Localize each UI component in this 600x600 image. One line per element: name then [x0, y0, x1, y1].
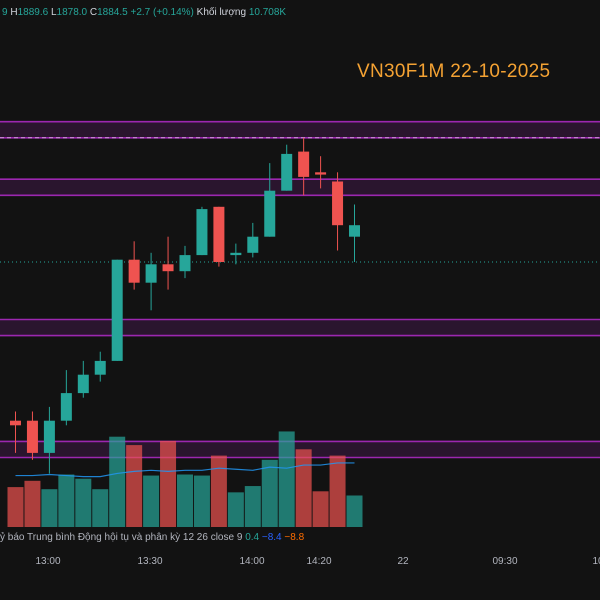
volume-bar — [261, 459, 278, 527]
candle-body — [179, 255, 191, 272]
candle-body — [10, 420, 21, 426]
candle-body — [77, 374, 89, 394]
macd-legend: ỷ báo Trung bình Động hội tụ và phân kỳ … — [0, 532, 304, 543]
macd-value-signal: −8.8 — [284, 532, 305, 543]
volume-ma-line — [15, 462, 355, 478]
volume-bar — [346, 495, 363, 527]
price-zone-fill — [0, 179, 600, 196]
candle-body — [281, 153, 293, 191]
ohlc-legend: 9 H1889.6 L1878.0 C1884.5 +2.7 (+0.14%) … — [2, 7, 286, 18]
volume-bar — [312, 491, 329, 527]
legend-c-label: C — [89, 7, 98, 18]
macd-name: ỷ báo Trung bình Động hội tụ và phân kỳ — [0, 532, 181, 543]
legend-l-label: L — [50, 7, 57, 18]
candles — [10, 137, 360, 474]
candle-body — [128, 259, 140, 283]
chart-title: VN30F1M 22-10-2025 — [357, 61, 551, 82]
legend-l-value: 1878.0 — [56, 7, 88, 18]
volume-bar — [177, 474, 193, 527]
volume-bar — [160, 440, 177, 527]
macd-params: 12 26 close 9 — [182, 532, 243, 543]
legend-prefix: 9 — [2, 7, 8, 18]
x-tick-label: 09:30 — [492, 556, 518, 567]
candle-body — [230, 252, 242, 256]
candle-body — [43, 420, 55, 453]
candle-body — [349, 225, 360, 237]
candle-body — [332, 181, 344, 226]
legend-change: +2.7 (+0.14%) — [130, 7, 194, 18]
x-tick-label: 14:00 — [239, 556, 265, 567]
candle-body — [264, 190, 276, 237]
volume-bar — [143, 475, 160, 527]
x-tick-label: 13:30 — [137, 556, 163, 567]
volume-bar — [227, 492, 244, 527]
legend-volume-label: Khối lượng — [196, 7, 247, 18]
time-axis: 13:00 13:30 14:00 14:20 22 09:30 10 — [0, 556, 600, 570]
legend-volume-value: 10.708K — [248, 7, 287, 18]
macd-value-macd: −8.4 — [261, 532, 282, 543]
volume-bar — [126, 445, 143, 527]
legend-c-value: 1884.5 — [97, 7, 128, 18]
volume-bar — [295, 449, 312, 527]
volume-bar — [41, 489, 58, 527]
price-zone-fill — [0, 121, 600, 138]
macd-value-hist: 0.4 — [245, 532, 260, 543]
x-tick-label: 10 — [592, 556, 600, 567]
candle-body — [196, 209, 208, 256]
volume-bar — [24, 480, 41, 527]
candle-body — [298, 151, 310, 177]
candle-body — [315, 172, 327, 175]
legend-h-label: H — [10, 7, 18, 18]
candle-body — [111, 259, 123, 361]
volume-bars — [7, 431, 363, 527]
volume-bar — [58, 474, 75, 527]
volume-bar — [109, 436, 126, 527]
volume-bar — [92, 489, 109, 527]
volume-ma — [15, 462, 355, 478]
candle-body — [26, 420, 38, 453]
candle-body — [60, 393, 72, 421]
volume-bar — [210, 455, 227, 527]
volume-bar — [7, 487, 24, 527]
x-tick-label: 13:00 — [35, 556, 61, 567]
volume-bar — [329, 455, 346, 527]
candle-body — [247, 236, 259, 253]
candle-body — [213, 206, 225, 262]
x-tick-label: 14:20 — [306, 556, 332, 567]
volume-bar — [278, 431, 295, 527]
volume-bar — [75, 478, 92, 527]
candle-body — [145, 264, 157, 283]
price-zone-fill — [0, 319, 600, 336]
x-tick-label: 22 — [397, 556, 409, 567]
volume-bar — [193, 475, 210, 527]
volume-bar — [244, 486, 261, 527]
candle-body — [94, 360, 106, 375]
legend-h-value: 1889.6 — [17, 7, 49, 18]
candle-body — [162, 264, 174, 272]
